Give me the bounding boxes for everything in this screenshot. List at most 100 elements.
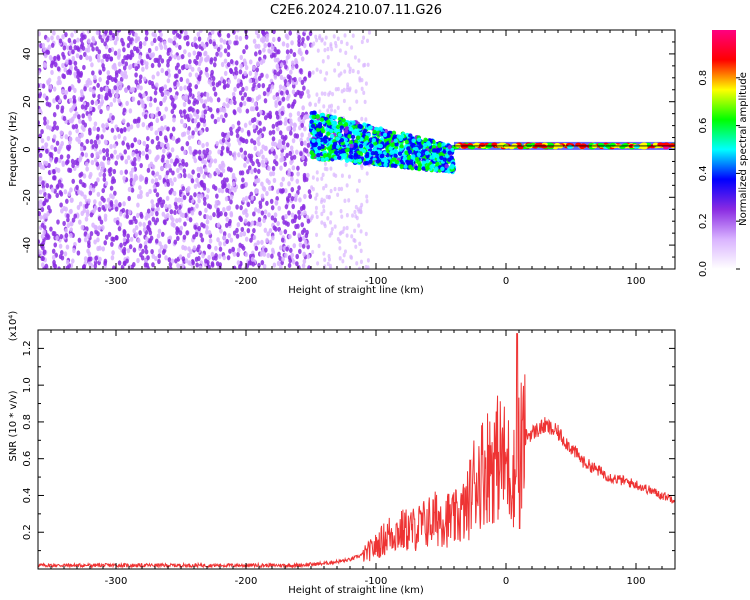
heatmap-cell [142, 222, 146, 228]
heatmap-cell [145, 154, 149, 161]
heatmap-cell [236, 260, 241, 266]
heatmap-cell [295, 149, 299, 155]
heatmap-cell [285, 42, 290, 49]
heatmap-cell [52, 259, 56, 265]
heatmap-cell [238, 264, 242, 269]
heatmap-cell [107, 168, 112, 174]
heatmap-cell [52, 168, 56, 175]
heatmap-cell [50, 144, 54, 150]
heatmap-cell [178, 217, 182, 223]
snr-ytick-label: 1.0 [22, 377, 33, 393]
heatmap-cell [192, 50, 197, 56]
heatmap-cell [364, 231, 368, 237]
heatmap-cell [83, 237, 88, 243]
heatmap-cell [186, 252, 191, 259]
heatmap-cell [103, 260, 107, 266]
heatmap-cell [373, 150, 379, 156]
heatmap-cell [261, 83, 266, 89]
heatmap-cell [336, 36, 340, 41]
heatmap-cell [134, 231, 139, 238]
heatmap-cell [503, 144, 510, 149]
heatmap-cell [440, 166, 445, 171]
heatmap-cell [150, 113, 154, 119]
heatmap-cell [215, 193, 219, 199]
heatmap-cell [38, 93, 42, 99]
heatmap-cell [219, 172, 224, 178]
heatmap-cell [271, 129, 276, 135]
heatmap-cell [263, 145, 268, 152]
spectrogram-xtick-label: -100 [365, 276, 388, 287]
heatmap-cell [363, 99, 367, 105]
heatmap-cell [164, 163, 169, 169]
heatmap-cell [284, 33, 289, 39]
heatmap-cell [364, 135, 369, 140]
heatmap-cell [94, 100, 99, 106]
heatmap-cell [239, 205, 243, 211]
heatmap-cell [244, 181, 249, 187]
heatmap-cell [170, 147, 175, 153]
heatmap-cell [108, 30, 113, 36]
heatmap-cell [149, 52, 153, 58]
heatmap-cell [233, 99, 237, 106]
heatmap-cell [131, 96, 136, 102]
heatmap-cell [49, 157, 53, 163]
heatmap-cell [354, 244, 358, 249]
heatmap-cell [361, 148, 367, 154]
heatmap-cell [416, 160, 422, 165]
heatmap-cell [258, 200, 263, 206]
heatmap-cell [71, 162, 75, 169]
heatmap-cell [112, 143, 117, 149]
heatmap-cell [336, 105, 340, 111]
heatmap-cell [307, 189, 312, 195]
snr-multiplier: (x10⁴) [8, 311, 19, 342]
heatmap-cell [336, 192, 340, 197]
heatmap-cell [145, 143, 150, 150]
heatmap-cell [444, 163, 449, 169]
heatmap-cell [255, 67, 260, 73]
heatmap-cell [182, 122, 187, 129]
heatmap-cell [340, 173, 344, 178]
heatmap-cell [68, 209, 73, 215]
heatmap-cell [133, 137, 137, 143]
heatmap-cell [165, 142, 170, 148]
heatmap-cell [283, 188, 288, 194]
heatmap-cell [56, 54, 61, 60]
heatmap-cell [98, 69, 103, 76]
heatmap-cell [142, 92, 146, 98]
heatmap-cell [244, 251, 249, 258]
heatmap-cell [319, 117, 325, 122]
heatmap-cell [424, 165, 430, 170]
heatmap-cell [382, 132, 388, 138]
heatmap-cell [338, 231, 342, 236]
heatmap-cell [60, 108, 64, 114]
heatmap-cell [92, 125, 97, 132]
heatmap-cell [408, 164, 413, 170]
heatmap-cell [122, 241, 127, 247]
heatmap-cell [55, 104, 60, 110]
heatmap-cell [213, 118, 218, 125]
heatmap-cell [320, 176, 324, 181]
heatmap-cell [422, 142, 428, 148]
heatmap-cell [150, 80, 154, 87]
heatmap-cell [343, 69, 347, 74]
heatmap-cell [156, 181, 160, 188]
heatmap-cell [192, 245, 197, 251]
heatmap-cell [263, 115, 268, 121]
heatmap-cell [163, 135, 168, 141]
heatmap-cell [141, 66, 145, 72]
heatmap-cell [116, 54, 121, 60]
heatmap-cell [311, 249, 315, 255]
heatmap-cell [136, 139, 141, 145]
heatmap-cell [69, 187, 73, 193]
heatmap-cell [315, 214, 319, 220]
heatmap-cell [270, 205, 275, 211]
heatmap-cell [78, 179, 83, 185]
heatmap-cell [281, 105, 285, 111]
heatmap-cell [168, 266, 173, 269]
heatmap-cell [103, 240, 108, 246]
heatmap-cell [337, 73, 341, 78]
heatmap-cell [96, 231, 100, 237]
heatmap-cell [260, 249, 265, 255]
heatmap-cell [136, 237, 141, 244]
heatmap-cell [183, 172, 187, 179]
